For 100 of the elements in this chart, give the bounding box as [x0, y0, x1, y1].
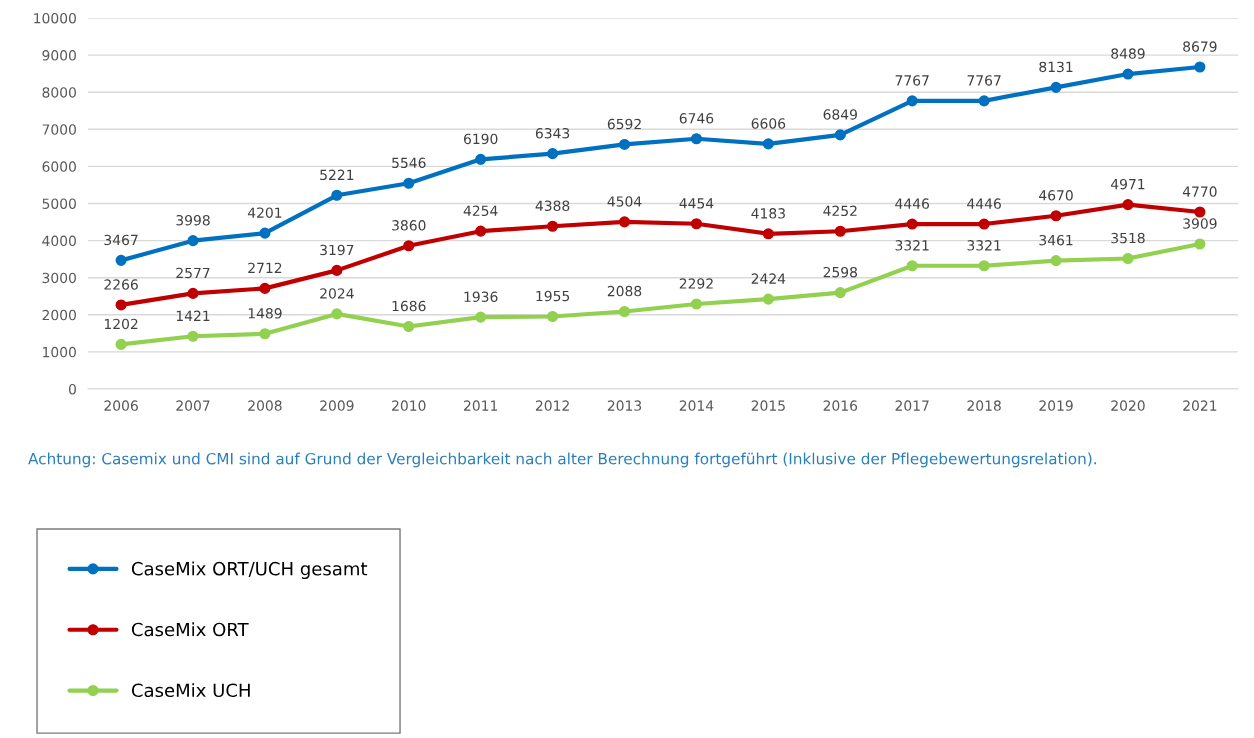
y-tick-label: 8000 — [42, 87, 76, 98]
y-tick-label: 10000 — [34, 12, 76, 24]
data-label: 7767 — [967, 75, 1001, 86]
point — [403, 320, 415, 333]
data-label: 2577 — [176, 267, 210, 279]
data-label: 4971 — [1110, 178, 1145, 190]
x-tick-label: 2019 — [1039, 400, 1073, 411]
data-label: 8679 — [1183, 41, 1217, 52]
point — [547, 220, 559, 232]
point — [690, 218, 702, 230]
point — [115, 254, 127, 266]
point — [475, 225, 487, 237]
point — [1122, 252, 1134, 265]
data-label: 2266 — [104, 279, 138, 290]
legend-label: CaseMix ORT — [131, 622, 249, 637]
point — [187, 330, 199, 342]
data-label: 1421 — [176, 310, 210, 321]
point — [475, 311, 487, 323]
y-tick-label: 2000 — [42, 309, 76, 321]
data-label: 2424 — [751, 273, 786, 284]
point — [618, 216, 631, 228]
point — [1122, 68, 1134, 80]
data-label: 8489 — [1111, 48, 1145, 59]
point — [618, 305, 631, 318]
data-label: 6190 — [463, 133, 498, 145]
point — [1122, 199, 1134, 211]
data-label: 3321 — [967, 240, 1001, 251]
point — [259, 227, 271, 239]
data-label: 1955 — [536, 290, 570, 302]
point — [690, 298, 702, 310]
data-label: 4454 — [679, 198, 714, 209]
point — [978, 260, 990, 272]
point — [331, 264, 343, 276]
data-label: 2024 — [320, 288, 354, 299]
point — [115, 299, 127, 311]
y-tick-label: 7000 — [42, 124, 76, 135]
point — [1050, 255, 1062, 267]
y-tick-label: 6000 — [42, 161, 76, 172]
data-label: 1936 — [464, 291, 498, 302]
point — [906, 218, 918, 230]
legend-label: CaseMix ORT/UCH gesamt — [131, 561, 368, 579]
data-label: 1489 — [248, 308, 282, 319]
y-tick-label: 1000 — [43, 346, 76, 358]
point — [690, 133, 702, 145]
data-label: 3321 — [895, 240, 929, 251]
data-label: 6746 — [679, 113, 714, 124]
point — [1194, 61, 1206, 73]
x-tick-label: 2017 — [895, 400, 929, 411]
point — [834, 287, 846, 299]
point — [1194, 206, 1206, 218]
point — [834, 225, 846, 237]
data-label: 4254 — [463, 205, 498, 216]
x-tick-label: 2020 — [1111, 400, 1145, 411]
point — [834, 129, 846, 141]
point — [978, 218, 990, 230]
x-tick-label: 2018 — [967, 400, 1001, 411]
x-tick-label: 2009 — [320, 400, 354, 411]
point — [547, 148, 559, 160]
point — [547, 310, 559, 323]
data-label: 6849 — [823, 109, 857, 120]
point — [978, 95, 990, 107]
data-label: 5221 — [320, 169, 354, 181]
point — [762, 228, 774, 240]
data-label: 6343 — [535, 127, 570, 139]
x-tick-label: 2013 — [607, 400, 642, 411]
point — [1050, 81, 1062, 93]
data-label: 3467 — [104, 234, 138, 246]
data-label: 3461 — [1039, 234, 1073, 246]
point — [331, 308, 343, 320]
data-label: 3518 — [1111, 232, 1145, 244]
data-label: 6606 — [751, 118, 786, 129]
data-label: 2292 — [679, 278, 713, 289]
data-label: 7767 — [895, 75, 929, 86]
data-label: 4201 — [247, 207, 282, 218]
point — [331, 189, 343, 201]
point — [1194, 238, 1206, 250]
text: Achtung: Casemix und CMI sind auf Grund der Vergleichbarkeit nach alter Berechnung fortgeführt (Inklusive der Pflegebewertungsrelation). — [28, 452, 1096, 468]
point — [187, 287, 199, 299]
data-label: 2088 — [607, 285, 642, 297]
point — [403, 240, 415, 252]
x-tick-label: 2007 — [176, 400, 210, 411]
data-label: 2712 — [248, 262, 282, 273]
y-tick-label: 5000 — [42, 198, 76, 209]
x-tick-label: 2012 — [535, 400, 569, 411]
data-label: 3909 — [1183, 218, 1217, 229]
data-label: 8131 — [1039, 61, 1073, 73]
point — [1050, 210, 1062, 222]
y-tick-label: 3000 — [42, 272, 76, 284]
data-label: 4670 — [1039, 190, 1073, 201]
data-label: 3860 — [392, 220, 426, 231]
x-tick-label: 2006 — [104, 400, 138, 411]
data-label: 1686 — [392, 300, 426, 312]
data-label: 4504 — [607, 196, 642, 207]
point — [475, 153, 487, 165]
x-tick-label: 2014 — [679, 400, 714, 411]
point — [762, 138, 774, 150]
x-tick-label: 2008 — [248, 400, 282, 411]
data-label: 4183 — [751, 208, 785, 219]
data-label: 3197 — [320, 244, 354, 256]
x-tick-label: 2015 — [751, 400, 785, 411]
